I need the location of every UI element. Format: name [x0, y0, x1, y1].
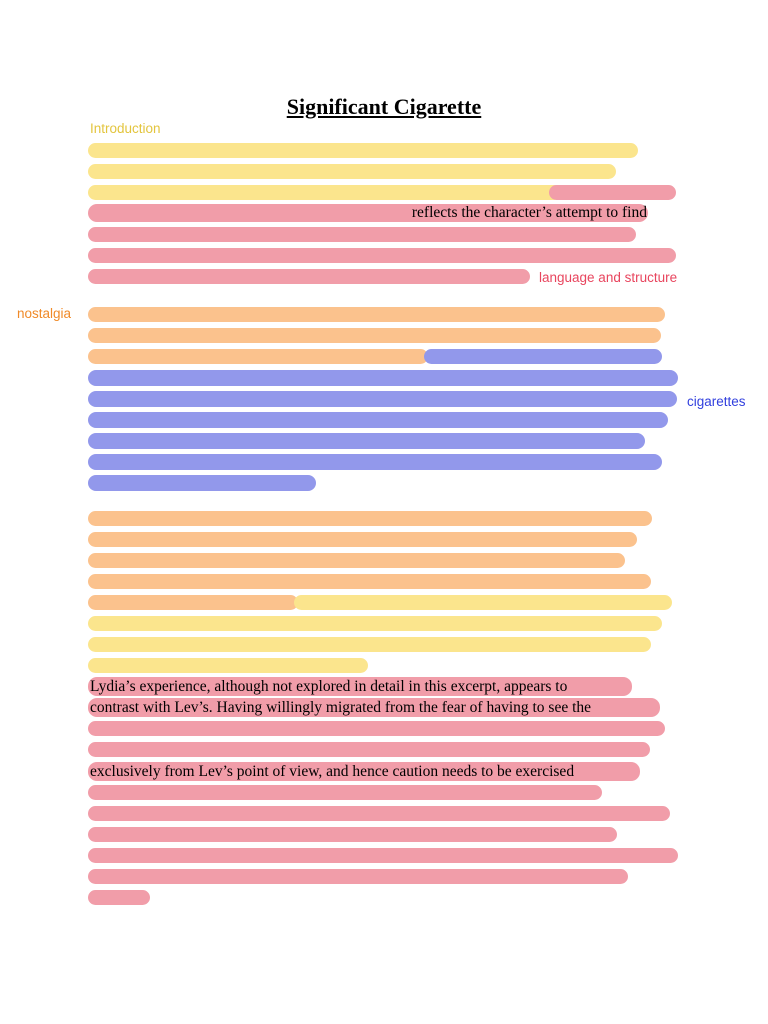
highlight-bar-orange [88, 553, 625, 568]
highlight-bar-pink: exclusively from Lev’s point of view, an… [88, 762, 640, 781]
highlight-bar-orange [88, 349, 428, 364]
highlight-bar-blue [88, 433, 645, 449]
highlight-bar-pink [88, 890, 150, 905]
highlight-bar-yellow [88, 616, 662, 631]
highlight-bar-orange [88, 532, 637, 547]
highlight-bar-orange [88, 307, 665, 322]
page-title: Significant Cigarette [286, 94, 482, 119]
highlight-bar-yellow [88, 185, 562, 200]
highlight-bar-pink [549, 185, 676, 200]
highlight-bar-pink [88, 227, 636, 242]
highlighted-text: contrast with Lev’s. Having willingly mi… [90, 698, 592, 716]
highlight-bar-orange [88, 328, 661, 343]
highlight-bar-blue [88, 412, 668, 428]
highlight-bar-orange [88, 511, 652, 526]
highlight-bar-pink [88, 269, 530, 284]
highlight-bar-yellow [88, 143, 638, 158]
highlight-bar-blue [88, 370, 678, 386]
highlight-bar-pink: Lydia’s experience, although not explore… [88, 677, 632, 696]
label-cigarettes: cigarettes [687, 394, 746, 409]
highlight-bar-blue [88, 391, 677, 407]
highlight-bar-yellow [88, 658, 368, 673]
highlight-bar-yellow [88, 637, 651, 652]
highlight-bar-pink [88, 827, 617, 842]
highlight-bar-pink [88, 742, 650, 757]
highlight-bar-pink: reflects the character’s attempt to find [88, 204, 648, 222]
highlight-bar-pink [88, 721, 665, 736]
highlight-bar-pink [88, 785, 602, 800]
label-nostalgia: nostalgia [17, 306, 72, 321]
highlight-bar-pink [88, 869, 628, 884]
highlight-bar-blue [88, 454, 662, 470]
label-introduction: Introduction [90, 121, 161, 136]
highlight-bar-pink [88, 848, 678, 863]
highlighted-text: reflects the character’s attempt to find [411, 204, 647, 222]
highlight-bar-pink [88, 248, 676, 263]
highlight-bar-yellow [88, 164, 616, 179]
highlight-bar-orange [88, 574, 651, 589]
label-language-structure: language and structure [539, 270, 678, 285]
highlight-bar-orange [88, 595, 298, 610]
highlight-bar-pink: contrast with Lev’s. Having willingly mi… [88, 698, 660, 717]
highlight-bar-blue [424, 349, 662, 364]
highlight-bar-yellow [294, 595, 672, 610]
highlight-bar-blue [88, 475, 316, 491]
highlighted-text: Lydia’s experience, although not explore… [90, 677, 568, 695]
highlight-bar-pink [88, 806, 670, 821]
highlighted-text: exclusively from Lev’s point of view, an… [90, 762, 575, 780]
